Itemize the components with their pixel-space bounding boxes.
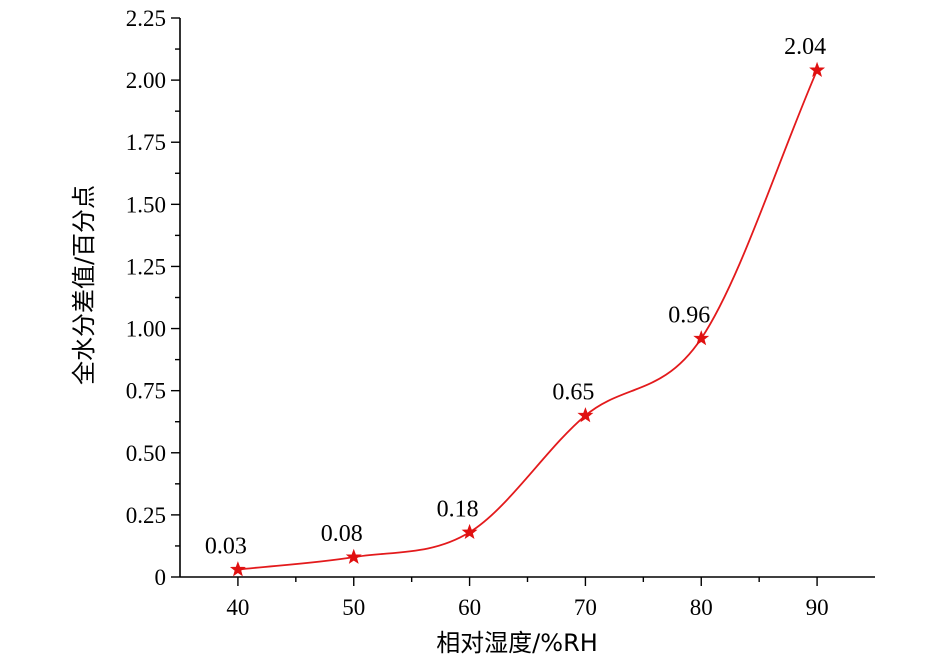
y-tick-label: 0.25 xyxy=(126,503,166,528)
data-label: 0.03 xyxy=(205,534,247,560)
x-tick-label: 50 xyxy=(342,595,365,620)
y-tick-label: 0 xyxy=(155,565,167,590)
data-point-star xyxy=(229,561,246,577)
y-tick-label: 0.50 xyxy=(126,441,166,466)
y-tick-label: 1.00 xyxy=(126,317,166,342)
x-axis-title: 相对湿度/%RH xyxy=(436,629,598,657)
y-tick-label: 1.50 xyxy=(126,192,166,217)
data-label: 0.96 xyxy=(668,302,710,328)
series-line xyxy=(237,69,818,571)
x-tick-label: 90 xyxy=(806,595,829,620)
y-tick-label: 1.75 xyxy=(126,130,166,155)
data-point-star xyxy=(461,523,478,540)
labels: 0.03 0.08 0.18 0.65 0.96 2.04 xyxy=(205,34,826,559)
data-point-star xyxy=(345,548,362,564)
x-tick-label: 40 xyxy=(226,595,249,620)
data-point-star xyxy=(809,61,826,77)
x-tick-label: 70 xyxy=(574,595,597,620)
data-label: 0.18 xyxy=(437,496,479,522)
y-tick-label: 2.00 xyxy=(126,68,166,93)
data-label: 0.65 xyxy=(552,380,594,406)
axes xyxy=(179,18,875,578)
series xyxy=(229,61,826,577)
y-tick-label: 0.75 xyxy=(126,379,166,404)
y-tick-label: 2.25 xyxy=(126,6,166,31)
data-label: 0.08 xyxy=(321,521,363,547)
x-tick-label: 60 xyxy=(458,595,481,620)
data-point-star xyxy=(577,407,594,423)
data-label: 2.04 xyxy=(784,34,826,60)
data-point-star xyxy=(693,330,710,346)
y-axis-title: 全水分差值/百分点 xyxy=(70,185,98,385)
y-tick-label: 1.25 xyxy=(126,254,166,279)
x-tick-label: 80 xyxy=(690,595,713,620)
ticks: 40 50 60 70 80 90 0 0.25 0.50 0.75 1.00 1.25 1.50 1.7… xyxy=(126,6,829,620)
